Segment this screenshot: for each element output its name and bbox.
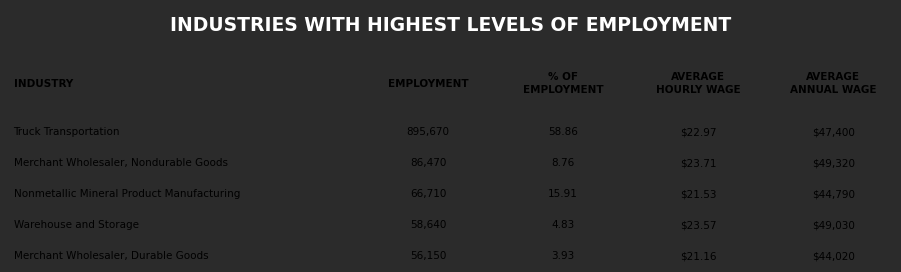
Text: 56,150: 56,150	[410, 252, 446, 261]
Text: Warehouse and Storage: Warehouse and Storage	[14, 220, 139, 230]
Text: AVERAGE
ANNUAL WAGE: AVERAGE ANNUAL WAGE	[790, 72, 877, 95]
Text: $49,030: $49,030	[812, 220, 855, 230]
Text: $47,400: $47,400	[812, 127, 855, 137]
Text: % OF
EMPLOYMENT: % OF EMPLOYMENT	[523, 72, 604, 95]
Text: Merchant Wholesaler, Nondurable Goods: Merchant Wholesaler, Nondurable Goods	[14, 158, 228, 168]
Text: $23.57: $23.57	[680, 220, 716, 230]
Text: 15.91: 15.91	[548, 189, 578, 199]
Text: 895,670: 895,670	[406, 127, 450, 137]
Text: 58,640: 58,640	[410, 220, 446, 230]
Text: INDUSTRIES WITH HIGHEST LEVELS OF EMPLOYMENT: INDUSTRIES WITH HIGHEST LEVELS OF EMPLOY…	[170, 16, 731, 35]
Text: $49,320: $49,320	[812, 158, 855, 168]
Text: 86,470: 86,470	[410, 158, 446, 168]
Text: EMPLOYMENT: EMPLOYMENT	[387, 79, 469, 89]
Text: $44,790: $44,790	[812, 189, 855, 199]
Text: $21.53: $21.53	[680, 189, 716, 199]
Text: INDUSTRY: INDUSTRY	[14, 79, 73, 89]
Text: 58.86: 58.86	[548, 127, 578, 137]
Text: $23.71: $23.71	[680, 158, 716, 168]
Text: $22.97: $22.97	[680, 127, 716, 137]
Text: 4.83: 4.83	[551, 220, 575, 230]
Text: Merchant Wholesaler, Durable Goods: Merchant Wholesaler, Durable Goods	[14, 252, 208, 261]
Text: $44,020: $44,020	[812, 252, 855, 261]
Text: 8.76: 8.76	[551, 158, 575, 168]
Text: 3.93: 3.93	[551, 252, 575, 261]
Text: Nonmetallic Mineral Product Manufacturing: Nonmetallic Mineral Product Manufacturin…	[14, 189, 240, 199]
Text: AVERAGE
HOURLY WAGE: AVERAGE HOURLY WAGE	[656, 72, 741, 95]
Text: Truck Transportation: Truck Transportation	[14, 127, 120, 137]
Text: 66,710: 66,710	[410, 189, 446, 199]
Text: $21.16: $21.16	[680, 252, 716, 261]
